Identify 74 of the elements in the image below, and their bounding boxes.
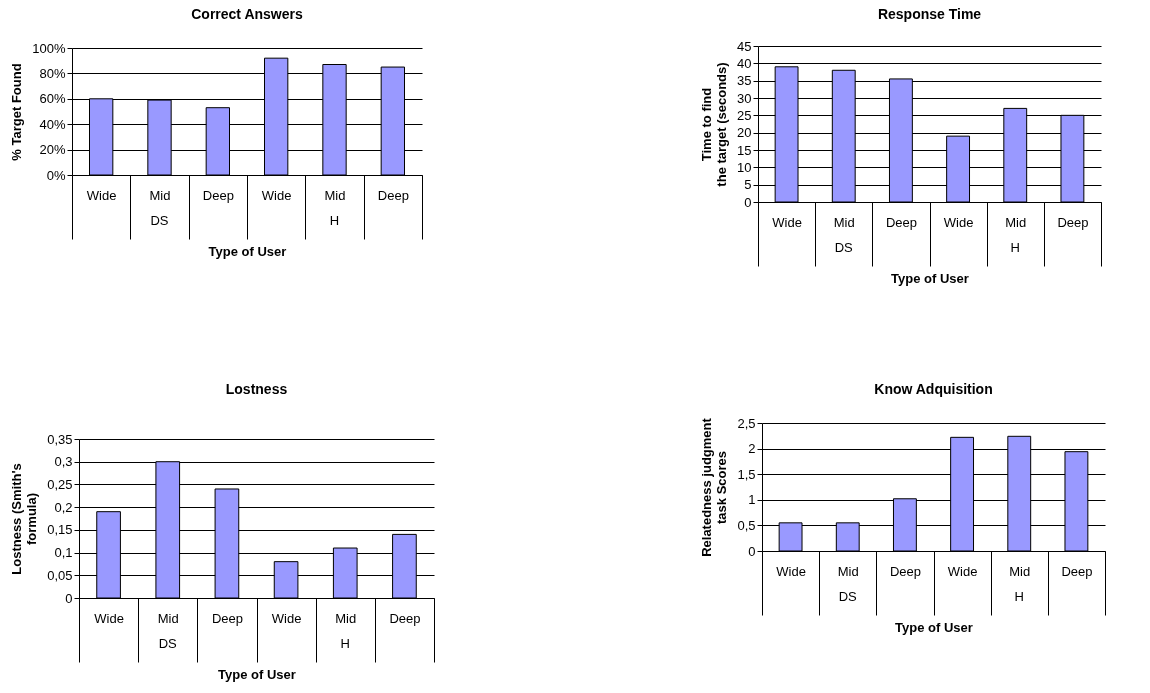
x-tick-label: Wide [947,563,978,579]
y-tick-label: 60% [39,91,66,107]
chart-title: Response Time [877,6,982,22]
x-tick-label: Mid [335,610,357,626]
x-tick-label: Wide [943,214,974,230]
x-tick-label: Deep [1057,214,1089,230]
x-tick-label: Deep [211,610,243,626]
y-tick-label: 0,25 [47,476,73,492]
y-tick-label: 35 [737,73,752,89]
x-axis-title: Type of User [208,244,287,259]
text: DS [838,589,858,604]
y-tick-label: 0,1 [54,545,73,561]
text: H [1010,240,1020,255]
y-tick-label: 15 [737,142,752,158]
x-tick-label: Deep [389,610,421,626]
text: DS [158,636,178,651]
y-tick-label: 2,5 [737,415,756,431]
text: DS [150,213,169,228]
x-axis-title: Type of User [891,271,969,286]
x-tick-label: Mid [1005,214,1027,230]
y-axis-title: Time to find the target (seconds) [699,62,730,187]
y-tick-label: 40 [737,55,752,71]
x-tick-label: Deep [377,187,409,203]
x-tick-label: Deep [885,214,917,230]
text: H [340,636,350,651]
x-tick-label: Wide [772,214,802,230]
y-tick-label: 5 [744,177,752,193]
y-axis-title: % Target Found [9,63,25,161]
y-tick-label: 80% [39,65,66,81]
y-tick-label: 0 [65,590,73,606]
x-tick-label: Mid [1009,563,1031,579]
x-tick-label: Mid [837,563,859,579]
y-axis-title: Relatedness judgment task Scores [699,417,730,557]
x-tick-label: Deep [202,187,234,203]
y-tick-label: 0,05 [47,567,73,583]
x-tick-label: Mid [157,610,179,626]
text: DS [834,240,854,255]
x-tick-label: Wide [261,187,292,203]
y-tick-label: 2 [748,441,756,457]
x-tick-label: Deep [1061,563,1093,579]
y-tick-label: 1 [748,492,756,508]
y-tick-label: 25 [737,107,752,123]
chart-title: Correct Answers [191,6,303,22]
y-tick-label: 20% [39,142,66,158]
x-tick-label: Wide [271,610,302,626]
y-tick-label: 0 [748,543,756,559]
x-tick-label: Wide [94,610,124,626]
y-tick-label: 0,5 [737,517,756,533]
y-tick-label: 45 [737,38,752,54]
y-tick-label: 0,35 [47,431,73,447]
text: H [1014,589,1024,604]
x-tick-label: Mid [324,187,346,203]
x-tick-label: Deep [889,563,921,579]
chart-title: Know Adquisition [874,381,993,397]
x-tick-label: Wide [86,187,117,203]
y-tick-label: 0 [744,194,752,210]
y-tick-label: 0,15 [47,522,73,538]
y-tick-label: 20 [737,125,752,141]
y-axis-title: Lostness (Smith's formula) [9,463,40,575]
y-tick-label: 30 [737,90,752,106]
y-tick-label: 0,2 [54,499,73,515]
y-tick-label: 0,3 [54,454,73,470]
x-tick-label: Mid [149,187,171,203]
y-tick-label: 10 [737,159,752,175]
x-axis-title: Type of User [218,667,296,682]
x-tick-label: Mid [833,214,855,230]
y-tick-label: 100% [32,40,66,56]
text: H [329,213,340,228]
y-tick-label: 1,5 [737,466,756,482]
y-tick-label: 0% [46,167,66,183]
y-tick-label: 40% [39,116,66,132]
x-tick-label: Wide [776,563,806,579]
chart-title: Lostness [225,381,288,397]
x-axis-title: Type of User [895,620,973,635]
